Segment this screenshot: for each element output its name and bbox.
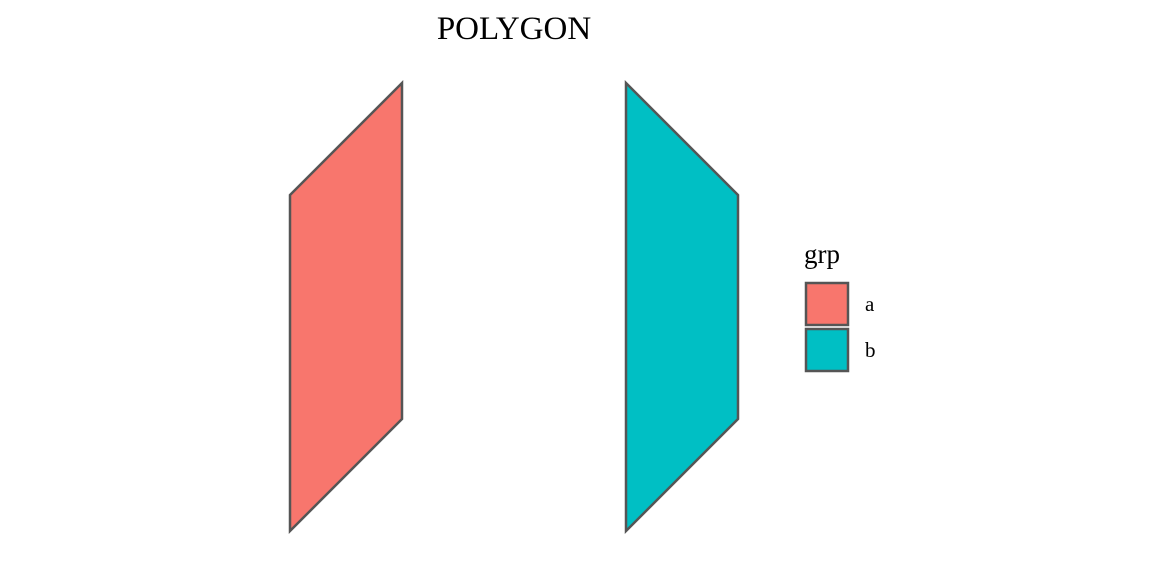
legend-label-a: a: [865, 292, 875, 316]
legend-key-b: [804, 327, 850, 373]
legend-items: ab: [804, 281, 876, 373]
polygon-b: [624, 79, 740, 535]
legend-title: grp: [804, 239, 840, 269]
plot-panel: [288, 79, 740, 535]
chart-title: POLYGON: [437, 11, 592, 47]
polygon-a: [288, 79, 404, 535]
legend-label-b: b: [865, 338, 876, 362]
legend-key-a: [804, 281, 850, 327]
legend: grp ab: [804, 239, 876, 373]
